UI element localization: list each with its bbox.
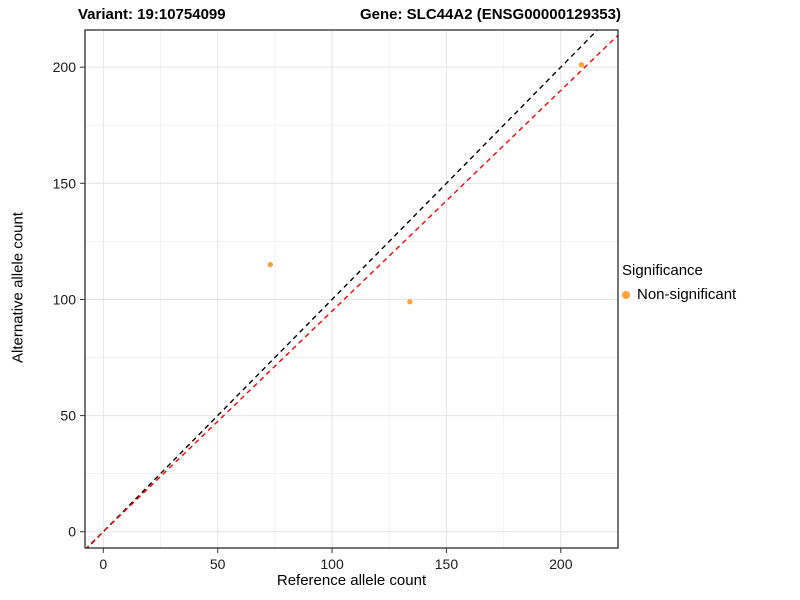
x-tick-label: 200 — [549, 556, 573, 572]
legend-entry: Non-significant — [622, 286, 736, 303]
x-tick-label: 100 — [320, 556, 344, 572]
axis-ticks: 0 50 100 150 200 0 50 100 150 200 — [53, 59, 573, 572]
legend: Significance Non-significant — [622, 262, 736, 303]
legend-title: Significance — [622, 262, 703, 279]
data-point — [578, 62, 585, 68]
y-tick-label: 50 — [60, 408, 76, 424]
variant-title: Variant: 19:10754099 — [78, 6, 226, 23]
expected-ratio-line — [85, 34, 618, 548]
x-tick-label: 150 — [435, 556, 459, 572]
gridlines — [85, 30, 618, 548]
point-marker-icon — [622, 290, 630, 299]
x-axis-label: Reference allele count — [276, 572, 427, 589]
identity-line — [86, 30, 599, 548]
data-point — [267, 261, 273, 268]
legend-entry-label: Non-significant — [637, 286, 737, 303]
gene-title: Gene: SLC44A2 (ENSG00000129353) — [360, 6, 621, 23]
data-point — [407, 299, 413, 305]
y-tick-label: 0 — [68, 524, 76, 540]
plot-panel — [85, 30, 618, 548]
panel-border — [84, 29, 619, 549]
y-tick-label: 200 — [53, 59, 77, 75]
x-tick-label: 50 — [210, 556, 226, 572]
y-tick-label: 100 — [53, 291, 77, 307]
data-points — [267, 62, 585, 305]
x-tick-label: 0 — [99, 556, 107, 572]
y-tick-label: 150 — [53, 175, 77, 191]
y-axis-label: Alternative allele count — [9, 212, 27, 363]
